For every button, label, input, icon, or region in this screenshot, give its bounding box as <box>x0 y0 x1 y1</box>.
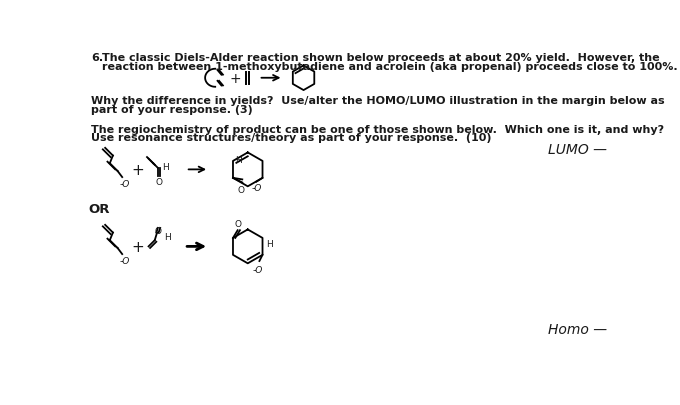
Text: The regiochemistry of product can be one of those shown below.  Which one is it,: The regiochemistry of product can be one… <box>91 125 664 134</box>
Text: -O: -O <box>252 184 262 193</box>
Text: Use resonance structures/theory as part of your response.  (10): Use resonance structures/theory as part … <box>91 133 492 143</box>
Text: -O: -O <box>253 265 263 274</box>
Text: 6.: 6. <box>91 53 103 63</box>
Text: +: + <box>131 162 144 177</box>
Text: Homo —: Homo — <box>549 322 607 336</box>
Text: LUMO —: LUMO — <box>549 143 607 157</box>
Text: O: O <box>155 178 162 187</box>
Text: H: H <box>235 156 242 164</box>
Text: -O: -O <box>119 257 129 266</box>
Text: O: O <box>234 220 241 228</box>
Text: The classic Diels-Alder reaction shown below proceeds at about 20% yield.  Howev: The classic Diels-Alder reaction shown b… <box>102 53 660 63</box>
Text: -O: -O <box>119 180 129 189</box>
Text: O: O <box>237 185 244 194</box>
Text: H: H <box>267 239 273 248</box>
Text: Why the difference in yields?  Use/alter the HOMO/LUMO illustration in the margi: Why the difference in yields? Use/alter … <box>91 96 665 106</box>
Text: part of your response. (3): part of your response. (3) <box>91 104 253 115</box>
Text: reaction between 1-methoxybutadiene and acrolein (aka propenal) proceeds close t: reaction between 1-methoxybutadiene and … <box>102 62 678 72</box>
Text: O: O <box>154 227 161 236</box>
Text: +: + <box>131 239 144 254</box>
Text: +: + <box>230 72 241 85</box>
Text: H: H <box>163 162 169 171</box>
Text: H: H <box>164 232 171 241</box>
Text: OR: OR <box>88 202 109 215</box>
